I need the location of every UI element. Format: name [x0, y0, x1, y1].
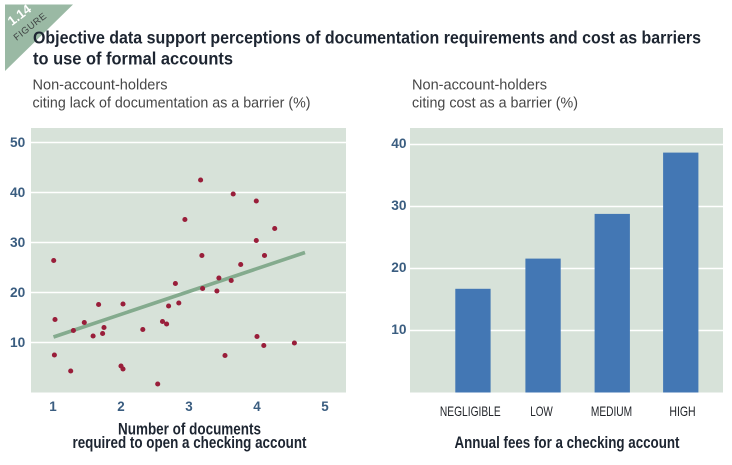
svg-text:3: 3 [185, 399, 192, 414]
svg-text:2: 2 [117, 399, 124, 414]
svg-text:citing cost as a barrier (%): citing cost as a barrier (%) [412, 96, 578, 112]
svg-text:10: 10 [391, 322, 407, 337]
svg-text:20: 20 [10, 285, 26, 300]
svg-text:citing lack of documentation a: citing lack of documentation as a barrie… [33, 96, 311, 112]
svg-text:Non-account-holders: Non-account-holders [412, 78, 547, 94]
svg-text:MEDIUM: MEDIUM [591, 403, 632, 419]
svg-text:Objective data support percept: Objective data support perceptions of do… [33, 28, 701, 48]
svg-text:Non-account-holders: Non-account-holders [33, 78, 168, 94]
svg-text:to use of formal accounts: to use of formal accounts [33, 49, 233, 69]
svg-text:10: 10 [10, 335, 26, 350]
svg-text:1: 1 [49, 399, 57, 414]
svg-text:LOW: LOW [530, 403, 553, 419]
svg-text:HIGH: HIGH [669, 403, 695, 419]
svg-text:Annual fees for a checking acc: Annual fees for a checking account [455, 434, 680, 452]
svg-text:30: 30 [391, 198, 407, 213]
svg-text:40: 40 [10, 185, 26, 200]
svg-text:4: 4 [253, 399, 261, 414]
svg-text:required to open a checking ac: required to open a checking account [73, 434, 307, 452]
svg-text:20: 20 [391, 260, 407, 275]
svg-text:5: 5 [321, 399, 329, 414]
svg-text:NEGLIGIBLE: NEGLIGIBLE [440, 403, 501, 419]
svg-text:Number of documents: Number of documents [118, 421, 261, 439]
svg-text:40: 40 [391, 136, 407, 151]
svg-text:30: 30 [10, 235, 26, 250]
svg-text:50: 50 [10, 135, 26, 150]
